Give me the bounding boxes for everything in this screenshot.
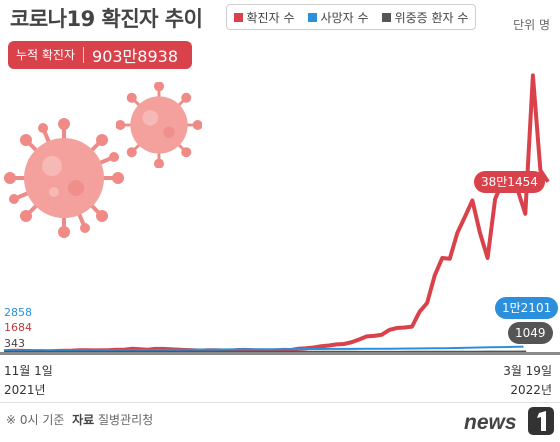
- deaths-end-tag: 1만2101: [495, 297, 559, 319]
- virus-illustration-large: [4, 118, 124, 238]
- legend-swatch-cases: [233, 12, 243, 22]
- cases-line: [3, 73, 550, 354]
- cases-end-tag: 38만1454: [474, 171, 545, 193]
- total-cases-label: 누적 확진자: [8, 47, 85, 63]
- source-label: 자료: [72, 413, 95, 427]
- legend-item-cases: 확진자 수: [233, 9, 295, 26]
- x-axis-end-year: 2022년: [510, 383, 552, 397]
- legend-swatch-deaths: [307, 12, 317, 22]
- chart-legend: 확진자 수 사망자 수 위중증 환자 수: [226, 4, 476, 30]
- legend-label-cases: 확진자 수: [246, 10, 295, 25]
- virus-illustration-small: [116, 82, 202, 168]
- unit-label: 단위 명: [513, 18, 550, 32]
- x-axis-start-date: 11월 1일: [4, 364, 53, 378]
- news1-logo: news: [464, 407, 554, 435]
- critical-end-tag: 1049: [508, 322, 553, 344]
- total-cases-badge: 누적 확진자 903만8938: [8, 41, 192, 69]
- footnote-note: ※ 0시 기준: [6, 413, 65, 427]
- legend-label-deaths: 사망자 수: [320, 10, 369, 25]
- page-title: 코로나19 확진자 추이: [10, 7, 203, 31]
- footer-divider: [0, 402, 560, 403]
- x-axis-start-year: 2021년: [4, 383, 46, 397]
- deaths-line: [4, 345, 524, 352]
- legend-item-deaths: 사망자 수: [307, 9, 369, 26]
- legend-item-critical: 위중증 환자 수: [381, 9, 469, 26]
- critical-start-value: 343: [4, 337, 25, 350]
- total-cases-value: 903만8938: [92, 47, 178, 66]
- deaths-start-value: 2858: [4, 306, 32, 319]
- svg-text:news: news: [464, 411, 517, 434]
- source-name: 질병관리청: [98, 413, 154, 427]
- x-axis-line: [0, 352, 560, 355]
- legend-label-critical: 위중증 환자 수: [394, 10, 469, 25]
- logo-mark-icon: [528, 407, 554, 435]
- legend-swatch-critical: [381, 12, 391, 22]
- footnote: ※ 0시 기준 자료 질병관리청: [6, 411, 153, 428]
- x-axis-end-date: 3월 19일: [503, 364, 552, 378]
- cases-start-value: 1684: [4, 321, 32, 334]
